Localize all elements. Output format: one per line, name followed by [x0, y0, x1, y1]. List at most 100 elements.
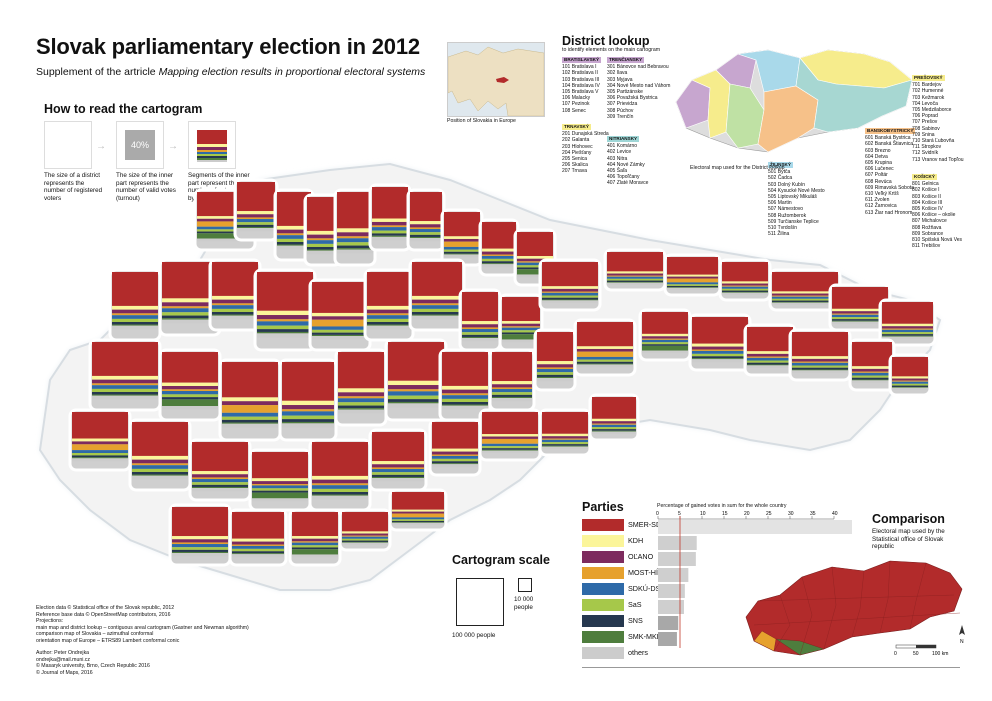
district-element — [288, 508, 342, 567]
lookup-district: 506 Martin — [768, 200, 792, 207]
europe-locator-map — [447, 42, 545, 117]
district-element — [603, 248, 667, 292]
howto-segment — [197, 158, 227, 160]
party-bar-oľano — [658, 552, 696, 566]
credit-line: Author: Peter Ondrejka — [36, 650, 90, 656]
lookup-district: 504 Kysucké Nové Mesto — [768, 187, 825, 194]
footer-divider — [582, 667, 960, 668]
lookup-map-caption: Electoral map used for the District look… — [690, 165, 785, 171]
credit-line: ondrejka@mail.muni.cz — [36, 656, 90, 663]
scale-tick-100: 100 km — [932, 651, 948, 657]
legend-item-smer-sd: SMER-SD — [582, 518, 892, 532]
legend-swatch — [582, 599, 624, 611]
lookup-district: 808 Rožňava — [912, 224, 942, 231]
europe-locator-svg — [448, 46, 544, 116]
lookup-district: 401 Komárno — [607, 143, 638, 150]
scale-small-label: 10 000 people — [514, 596, 534, 611]
district-element — [688, 313, 752, 372]
lookup-district: 803 Košice II — [912, 193, 941, 200]
lookup-district: 602 Banská Štiavnica — [865, 141, 914, 148]
lookup-region-2: TRENČIANSKY 301 Bánovce nad Bebravou 302 I… — [607, 57, 670, 120]
district-element — [828, 283, 892, 332]
lookup-district: 604 Detva — [865, 153, 888, 160]
legend-swatch — [582, 567, 624, 579]
district-element — [438, 348, 492, 422]
lookup-region-name: TRNAVSKÝ — [562, 124, 591, 131]
slovakia-highlight — [496, 77, 509, 83]
axis-tick-label: 30 — [788, 511, 794, 517]
legend-item-others: others — [582, 646, 892, 660]
district-element — [533, 328, 577, 392]
lookup-district: 713 Vranov nad Topľou — [912, 156, 964, 163]
axis-tick-label: 20 — [744, 511, 750, 517]
lookup-region-1: TRNAVSKÝ 201 Dunajská Streda 202 Galanta 20… — [562, 124, 609, 175]
lookup-region-6: PREŠOVSKÝ 701 Bardejov 702 Humenné 703 Kežm… — [912, 75, 964, 163]
district-element — [248, 448, 312, 512]
district-element — [384, 338, 448, 422]
howto-caption-2: The size of the inner part represents th… — [116, 172, 176, 202]
lookup-district: 402 Levice — [607, 149, 632, 156]
district-element — [233, 178, 279, 242]
howto-segment — [197, 144, 227, 147]
party-bar-smk-mkp — [658, 632, 677, 646]
lookup-district: 307 Prievidza — [607, 101, 638, 108]
lookup-district: 705 Medzilaborce — [912, 107, 952, 114]
legend-item-smk-mkp: SMK-MKP — [582, 630, 892, 644]
lookup-district: 807 Michalovce — [912, 218, 947, 225]
lookup-district: 707 Prešov — [912, 119, 938, 126]
credits-block: Election data © Statistical office of th… — [36, 605, 266, 676]
arrow-icon: → — [168, 141, 178, 152]
comparison-scale-bar — [895, 644, 937, 649]
district-element — [498, 293, 544, 352]
lookup-district: 507 Námestovo — [768, 206, 804, 213]
lookup-district: 612 Žarnovica — [865, 203, 897, 210]
lookup-region-name: BRATISLAVSKÝ — [562, 57, 602, 64]
legend-item-oľano: OĽANO — [582, 550, 892, 564]
howto-segment — [197, 156, 227, 158]
lookup-district: 106 Malacky — [562, 95, 591, 102]
lookup-district: 712 Svidník — [912, 150, 939, 157]
district-element — [743, 323, 797, 377]
district-element — [718, 258, 772, 302]
parties-axis-title: Percentage of gained votes in sum for th… — [657, 503, 787, 509]
party-bar-kdh — [658, 536, 697, 550]
lookup-district: 302 Ilava — [607, 70, 628, 77]
district-element — [168, 503, 232, 567]
howto-segments-square — [188, 121, 236, 169]
lookup-region-3: NITRIANSKY 401 Komárno 402 Levice 403 Nitra… — [607, 136, 648, 187]
axis-tick-label: 15 — [722, 511, 728, 517]
howto-segment — [197, 154, 227, 156]
lookup-district: 609 Rimavská Sobota — [865, 184, 914, 191]
lookup-district: 309 Trenčín — [607, 113, 634, 120]
district-element — [848, 338, 896, 392]
lookup-region-0: BRATISLAVSKÝ 101 Bratislava I 102 Bratisla… — [562, 57, 602, 114]
lookup-region-name: TRENČIANSKY — [607, 57, 645, 64]
lookup-region-name: NITRIANSKY — [607, 136, 640, 143]
lookup-district: 404 Nové Zámky — [607, 161, 645, 168]
legend-label: OĽANO — [628, 552, 654, 561]
legend-item-sdkú-ds: SDKÚ-DS — [582, 582, 892, 596]
district-elements — [68, 178, 937, 567]
lookup-district: 108 Senec — [562, 107, 586, 114]
lookup-district: 810 Spišská Nová Ves — [912, 237, 963, 244]
comparison-map: 0 50 100 km N — [745, 560, 965, 657]
legend-label: SDKÚ-DS — [628, 584, 661, 593]
lookup-district: 206 Skalica — [562, 162, 588, 169]
district-element — [478, 218, 520, 277]
lookup-district: 509 Turčianske Teplice — [768, 218, 819, 225]
lookup-region-5: BANSKOBYSTRICKÝ 601 Banská Bystrica 602 Ba… — [865, 128, 916, 216]
lookup-region-7: KOŠICKÝ 801 Gelnica 802 Košice I 803 Košice… — [912, 174, 962, 249]
lookup-district: 508 Ružomberok — [768, 212, 807, 219]
district-element — [303, 193, 343, 267]
lookup-district: 203 Hlohovec — [562, 143, 593, 150]
district-element — [588, 393, 640, 442]
lookup-district: 805 Košice IV — [912, 206, 943, 213]
lookup-district: 701 Bardejov — [912, 82, 942, 89]
district-element — [278, 358, 338, 442]
lookup-district: 301 Bánovce nad Bebravou — [607, 64, 669, 71]
district-element — [108, 268, 162, 342]
lookup-district: 305 Partizánske — [607, 89, 643, 96]
legend-swatch — [582, 631, 624, 643]
lookup-district: 703 Kežmarok — [912, 94, 945, 101]
legend-item-kdh: KDH — [582, 534, 892, 548]
